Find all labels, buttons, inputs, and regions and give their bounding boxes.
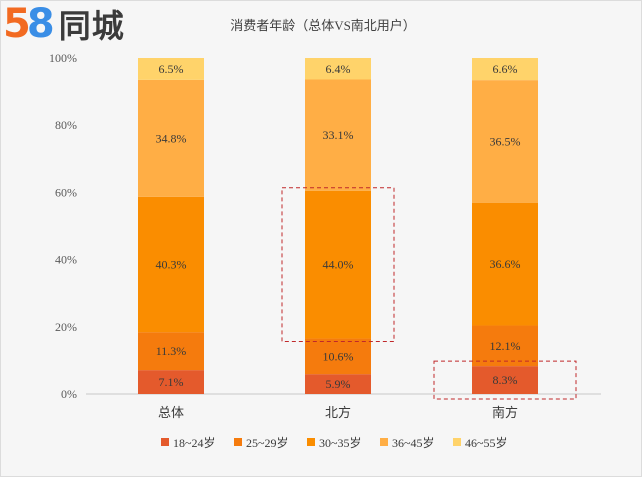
bar-segment [472,80,538,203]
y-tick-label: 0% [61,387,77,401]
legend-label: 36~45岁 [392,435,435,450]
legend-label: 30~35岁 [319,435,362,450]
bar-segment [138,58,204,80]
bar-value-label: 36.6% [490,257,521,271]
bar-segment [472,58,538,81]
brand-logo: 5 8 同城 [3,3,125,45]
bar-value-label: 36.5% [490,134,521,148]
legend-swatch [380,438,388,446]
bar-segment [305,190,371,339]
highlight-box [433,360,577,400]
bar-value-label: 12.1% [490,339,521,353]
x-tick-label: 北方 [325,405,351,420]
legend-swatch [453,438,461,446]
bar-segment [305,338,371,375]
bar-segment [138,332,204,371]
y-tick-label: 80% [55,118,77,132]
bar-segment [305,79,371,191]
logo-digit-five: 5 [3,1,31,47]
x-tick-label: 总体 [158,405,184,420]
bar-segment [472,202,538,326]
y-tick-label: 40% [55,253,77,267]
bar-segment [305,374,371,394]
bar-segment [472,366,538,394]
bar-value-label: 44.0% [323,258,354,272]
bar-value-label: 6.5% [159,62,184,76]
bar-segment [138,370,204,394]
logo-brand-text: 同城 [58,7,125,45]
bar-value-label: 8.3% [493,373,518,387]
highlight-boxes [281,187,577,400]
bar-stacks [138,58,538,394]
x-axis-tick-labels: 总体 北方 南方 [158,405,518,420]
legend-swatch [307,438,315,446]
bar-value-label: 7.1% [159,375,184,389]
bar-value-label: 34.8% [156,131,187,145]
legend-label: 18~24岁 [173,435,216,450]
highlight-box [281,187,395,343]
y-axis-tick-labels: 0% 20% 40% 60% 80% 100% [49,51,77,401]
legend-swatch [161,438,169,446]
legend-label: 25~29岁 [246,435,289,450]
y-tick-label: 60% [55,185,77,199]
bar-value-label: 33.1% [323,128,354,142]
bar-value-label: 11.3% [156,344,187,358]
bar-data-labels: 7.1% 11.3% 40.3% 34.8% 6.5% 5.9% 10.6% 44.0% 33.… [156,62,521,391]
bar-segment [472,325,538,367]
bar-segment [138,196,204,333]
legend-swatch [234,438,242,446]
logo-digit-eight: 8 [26,1,55,47]
y-tick-label: 100% [49,51,77,65]
bar-value-label: 6.6% [493,62,518,76]
bar-segment [305,58,371,80]
chart-title: 消费者年龄（总体VS南北用户） [230,18,416,33]
bar-value-label: 5.9% [326,377,351,391]
bar-segment [138,79,204,197]
bar-value-label: 6.4% [326,62,351,76]
legend-label: 46~55岁 [465,435,508,450]
x-tick-label: 南方 [492,405,518,420]
y-tick-label: 20% [55,320,77,334]
bar-value-label: 10.6% [323,349,354,363]
legend: 18~24岁 25~29岁 30~35岁 36~45岁 46~55岁 [161,435,508,450]
bar-value-label: 40.3% [156,257,187,271]
